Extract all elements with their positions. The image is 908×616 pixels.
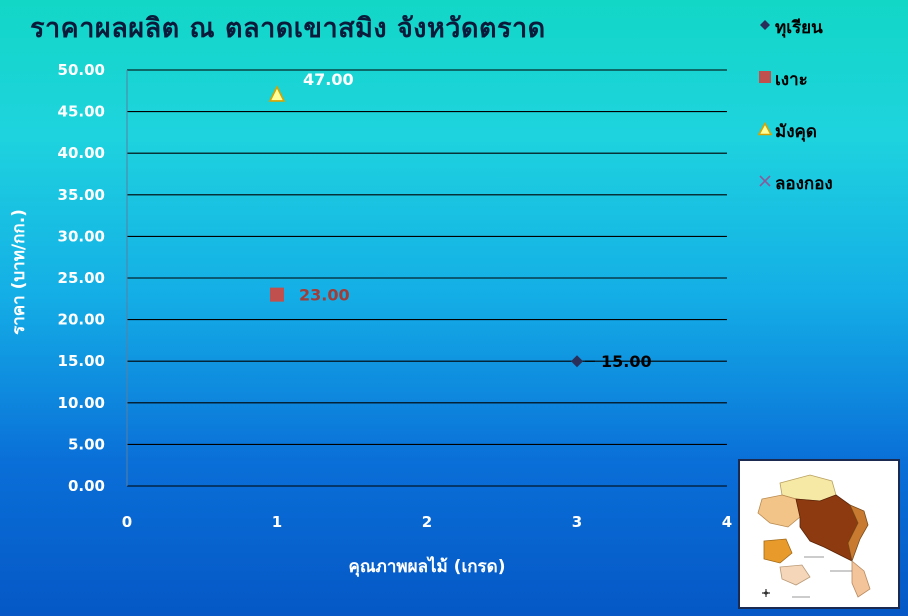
durian-point[interactable]: [571, 355, 583, 368]
y-tick-label: 10.00: [58, 394, 105, 412]
data-points: [268, 85, 595, 368]
y-tick-label: 30.00: [58, 227, 105, 245]
y-tick-label: 5.00: [68, 435, 105, 453]
gridlines: [126, 69, 727, 487]
x-tick-label: 3: [572, 513, 582, 531]
scatter-chart: 0.005.0010.0015.0020.0025.0030.0035.0040…: [9, 61, 732, 577]
data-label: 23.00: [299, 286, 350, 305]
y-tick-label: 20.00: [58, 311, 105, 329]
province-map-image: [738, 459, 900, 609]
diamond-marker-icon: [760, 20, 770, 30]
y-tick-label: 25.00: [58, 269, 105, 287]
chart-title: ราคาผลผลิต ณ ตลาดเขาสมิง จังหวัดตราด: [30, 13, 546, 44]
data-label: 47.00: [303, 70, 354, 89]
x-tick-label: 4: [722, 513, 732, 531]
data-labels: 15.00 23.00 47.00: [299, 70, 652, 371]
x-axis-ticks: 0 1 2 3 4: [122, 513, 732, 531]
legend-label: มังคุด: [775, 122, 817, 142]
legend-label: ลองกอง: [775, 174, 833, 194]
y-tick-label: 15.00: [58, 352, 105, 370]
square-marker-icon: [759, 71, 771, 83]
legend-item-longkong[interactable]: ลองกอง: [758, 170, 833, 222]
mangosteen-point[interactable]: [268, 85, 286, 102]
x-tick-label: 1: [272, 513, 282, 531]
triangle-marker-icon: [758, 122, 772, 136]
y-tick-label: 0.00: [68, 477, 105, 495]
x-axis-title: คุณภาพผลไม้ (เกรด): [349, 556, 506, 577]
legend: ทุเรียน เงาะ มังคุด ลองกอง: [758, 14, 833, 222]
data-label: 15.00: [601, 352, 652, 371]
y-tick-label: 40.00: [58, 144, 105, 162]
y-axis-ticks: 0.00 5.00 10.00 15.00 20.00 25.00 30.00 35.00 40…: [58, 61, 105, 495]
cross-marker-icon: [759, 175, 771, 187]
legend-label: เงาะ: [775, 70, 808, 90]
legend-item-durian[interactable]: ทุเรียน: [758, 14, 833, 66]
province-map-icon: [757, 474, 871, 598]
y-tick-label: 35.00: [58, 186, 105, 204]
rambutan-point[interactable]: [270, 287, 284, 302]
y-axis-title: ราคา (บาท/กก.): [9, 209, 29, 335]
y-tick-label: 50.00: [58, 61, 105, 79]
y-tick-label: 45.00: [58, 103, 105, 121]
legend-item-rambutan[interactable]: เงาะ: [758, 66, 833, 118]
x-tick-label: 2: [422, 513, 432, 531]
legend-item-mangosteen[interactable]: มังคุด: [758, 118, 833, 170]
x-tick-label: 0: [122, 513, 132, 531]
legend-label: ทุเรียน: [775, 18, 823, 38]
